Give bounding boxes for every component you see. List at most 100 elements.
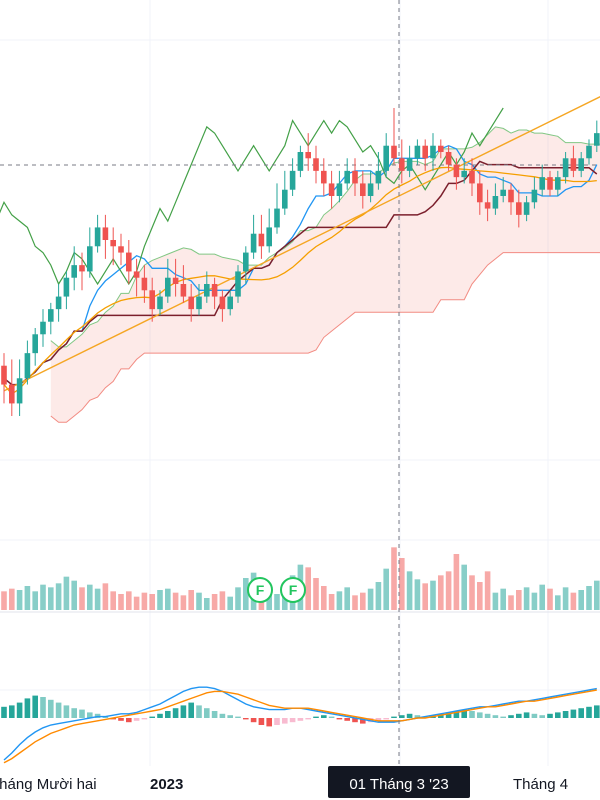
volume-bar — [227, 596, 233, 610]
candle-body — [165, 277, 171, 297]
candle-body — [48, 309, 54, 322]
candle-body — [547, 177, 553, 190]
candle-body — [63, 277, 70, 297]
volume-bar — [438, 575, 444, 610]
time-label-april: Tháng 4 — [513, 776, 568, 793]
candle-body — [274, 208, 280, 228]
volume-bar — [508, 595, 514, 610]
macd-histogram-bar — [531, 713, 538, 718]
volume-bar — [375, 582, 382, 610]
volume-bar — [71, 580, 77, 610]
candle-body — [282, 189, 288, 209]
macd-histogram-bar — [289, 718, 296, 723]
macd-histogram-bar — [492, 715, 499, 718]
candle-body — [391, 145, 397, 159]
macd-histogram-bar — [204, 708, 210, 718]
volume-bar — [399, 558, 405, 610]
macd-histogram-bar — [235, 716, 241, 718]
volume-bar — [24, 586, 31, 610]
volume-bar — [555, 595, 561, 610]
macd-histogram-bar — [243, 718, 249, 720]
candle-body — [40, 321, 46, 335]
volume-bar — [578, 590, 584, 610]
volume-bar — [414, 579, 421, 610]
span-b-line — [50, 252, 600, 423]
candle-body — [430, 145, 436, 159]
volume-bar — [1, 591, 7, 610]
volume-bar — [110, 591, 116, 610]
time-label-december: Tháng Mười hai — [0, 776, 97, 793]
signal-line — [3, 689, 597, 764]
candle-body — [55, 296, 62, 310]
candle-body — [180, 284, 187, 297]
earnings-marker-1[interactable]: F — [247, 577, 273, 603]
volume-bar — [235, 587, 241, 610]
macd-histogram-bar — [375, 718, 382, 721]
macd-histogram-bar — [562, 711, 569, 718]
volume-bar — [243, 578, 249, 610]
candle-body — [250, 233, 257, 253]
candle-body — [227, 296, 233, 310]
candle-body — [508, 189, 514, 203]
volume-bar — [516, 590, 522, 610]
volume-bar — [16, 590, 23, 610]
candle-body — [422, 145, 428, 159]
macd-histogram-bar — [1, 706, 7, 718]
marker-label: F — [289, 582, 298, 598]
candle-body — [188, 296, 194, 310]
candle-body — [328, 183, 335, 196]
macd-histogram-bar — [55, 702, 62, 718]
volume-bar — [461, 564, 467, 610]
macd-histogram-bar — [258, 718, 265, 725]
volume-bar — [422, 583, 428, 610]
candle-body — [297, 152, 304, 171]
macd-histogram-bar — [453, 711, 460, 718]
macd-histogram-bar — [594, 705, 600, 718]
macd-histogram-bar — [477, 712, 483, 718]
macd-histogram-bar — [508, 715, 514, 718]
macd-histogram-bar — [461, 709, 467, 718]
macd-histogram-bar — [165, 711, 171, 718]
macd-histogram-bar — [516, 713, 522, 718]
volume-bar — [570, 592, 577, 610]
volume-bar — [87, 584, 93, 610]
macd-histogram-bar — [555, 712, 561, 718]
volume-bar — [219, 591, 226, 610]
macd-histogram-bar — [336, 718, 343, 720]
candle-body — [118, 246, 124, 253]
volume-bar — [102, 583, 109, 610]
candle-body — [102, 227, 109, 240]
macd-histogram-bar — [321, 715, 327, 718]
macd-histogram-bar — [16, 702, 23, 718]
volume-bar — [547, 588, 553, 610]
macd-histogram-bar — [539, 715, 545, 718]
candle-body — [243, 252, 249, 272]
earnings-marker-2[interactable]: F — [280, 577, 306, 603]
ichimoku-cloud — [50, 126, 600, 423]
span-a-line — [50, 126, 600, 348]
candle-body — [562, 158, 569, 178]
macd-histogram-bar — [266, 718, 272, 727]
macd-histogram-bar — [391, 716, 397, 718]
candle-body — [453, 164, 460, 178]
trendline — [3, 96, 600, 392]
time-label-2023: 2023 — [150, 776, 183, 793]
volume-bar — [188, 590, 194, 610]
candle-body — [578, 158, 584, 171]
macd-histogram-bar — [586, 706, 592, 718]
candle-body — [321, 170, 327, 184]
volume-bar — [79, 587, 85, 610]
macd-histogram-bar — [48, 699, 54, 718]
volume-bar — [391, 547, 397, 610]
volume-bar — [367, 588, 374, 610]
volume-bar — [469, 575, 475, 610]
candle-body — [289, 170, 296, 190]
macd-histogram-bar — [118, 718, 124, 721]
candle-body — [414, 145, 421, 159]
candle-body — [383, 145, 389, 171]
macd-line — [3, 686, 597, 761]
candle-body — [500, 189, 506, 196]
